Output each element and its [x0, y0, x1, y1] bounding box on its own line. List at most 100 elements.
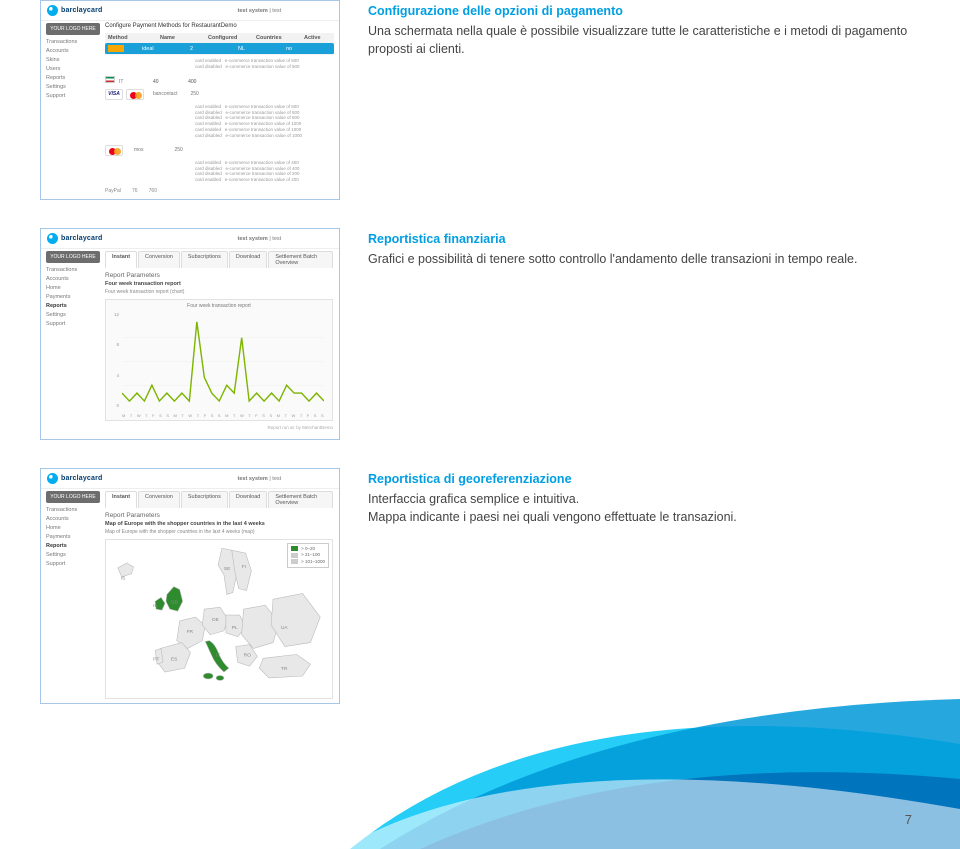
- x-axis: MTWTFSS MTWTFSS MTWTFSS MTWTFSS: [122, 413, 324, 418]
- svg-text:IT: IT: [216, 652, 220, 658]
- config-lines: card enabled e-commerce transaction valu…: [195, 160, 334, 183]
- section-financial-reporting: barclaycard test system | test YOUR LOGO…: [40, 228, 920, 440]
- table-row[interactable]: ideal2NLno: [105, 43, 334, 55]
- visa-icon: VISA: [105, 89, 123, 100]
- nav-item[interactable]: Support: [46, 321, 100, 327]
- svg-text:SE: SE: [224, 566, 231, 572]
- report-subtitle: Four week transaction report (chart): [105, 289, 333, 295]
- nav-item[interactable]: Support: [46, 561, 100, 567]
- th: Method: [108, 35, 142, 41]
- nav-item[interactable]: Settings: [46, 84, 100, 90]
- card-logos: VISA bancontact 250: [105, 89, 334, 100]
- section-geo-reporting: barclaycard test system | test YOUR LOGO…: [40, 468, 920, 704]
- nav-item[interactable]: Settings: [46, 552, 100, 558]
- nav-item[interactable]: Payments: [46, 294, 100, 300]
- report-title: Four week transaction report: [105, 281, 333, 287]
- env-label: test system | test: [238, 236, 282, 242]
- chart-title: Four week transaction report: [106, 303, 332, 309]
- row-paypal: PayPal 76 760: [105, 188, 334, 194]
- tab-download[interactable]: Download: [229, 251, 267, 268]
- svg-text:TR: TR: [281, 666, 288, 672]
- nav-item[interactable]: Accounts: [46, 276, 100, 282]
- svg-text:FI: FI: [242, 564, 246, 570]
- th: Countries: [256, 35, 286, 41]
- svg-text:PL: PL: [232, 625, 238, 631]
- chart-panel: Instant Conversion Subscriptions Downloa…: [105, 251, 333, 430]
- report-parameters-label: Report Parameters: [105, 272, 333, 279]
- nav-item[interactable]: Users: [46, 66, 100, 72]
- env-label: test system | test: [238, 8, 282, 14]
- tab-subscriptions[interactable]: Subscriptions: [181, 251, 228, 268]
- card-logos: mos 250: [105, 145, 334, 156]
- svg-text:PT: PT: [153, 656, 159, 662]
- config-lines: card enabled e-commerce transaction valu…: [195, 104, 334, 139]
- thumbnail-map: barclaycard test system | test YOUR LOGO…: [40, 468, 340, 704]
- tab-conversion[interactable]: Conversion: [138, 251, 180, 268]
- row-group-visa: IT 40 400: [105, 76, 334, 85]
- barclaycard-logo: barclaycard: [47, 233, 103, 244]
- svg-text:ES: ES: [171, 656, 178, 662]
- section-description: Reportistica finanziaria Grafici e possi…: [368, 228, 920, 268]
- logo-placeholder: YOUR LOGO HERE: [46, 23, 100, 35]
- chart-svg: [122, 314, 324, 409]
- barclaycard-icon: [47, 5, 58, 16]
- nav-item[interactable]: Reports: [46, 303, 100, 309]
- brand-name: barclaycard: [61, 7, 103, 14]
- nav-item[interactable]: Support: [46, 93, 100, 99]
- nav-item[interactable]: Skins: [46, 57, 100, 63]
- thumbnail-payment-methods: barclaycard test system | test YOUR LOGO…: [40, 0, 340, 200]
- tab-download[interactable]: Download: [229, 491, 267, 508]
- y-axis: 12840: [109, 312, 119, 408]
- barclaycard-icon: [47, 473, 58, 484]
- tab-conversion[interactable]: Conversion: [138, 491, 180, 508]
- nav-item[interactable]: Settings: [46, 312, 100, 318]
- report-title: Map of Europe with the shopper countries…: [105, 521, 333, 527]
- nav-item[interactable]: Transactions: [46, 267, 100, 273]
- tab-settlement[interactable]: Settlement Batch Overview: [268, 491, 333, 508]
- tab-subscriptions[interactable]: Subscriptions: [181, 491, 228, 508]
- mastercard-icon: [105, 145, 123, 156]
- th: Name: [160, 35, 190, 41]
- table-header-row: Method Name Configured Countries Active: [105, 33, 334, 43]
- nav-item[interactable]: Accounts: [46, 516, 100, 522]
- logo-row: barclaycard test system | test: [41, 1, 339, 21]
- tabs: Instant Conversion Subscriptions Downloa…: [105, 251, 333, 268]
- report-parameters-label: Report Parameters: [105, 512, 333, 519]
- section-body: Una schermata nella quale è possibile vi…: [368, 22, 920, 58]
- svg-text:RO: RO: [244, 652, 252, 658]
- tabs: Instant Conversion Subscriptions Downloa…: [105, 491, 333, 508]
- nav-item[interactable]: Payments: [46, 534, 100, 540]
- thumbnail-line-chart: barclaycard test system | test YOUR LOGO…: [40, 228, 340, 440]
- report-footer: Report run at: by MerchantDemo: [105, 425, 333, 430]
- nav-item[interactable]: Home: [46, 285, 100, 291]
- map-panel: Instant Conversion Subscriptions Downloa…: [105, 491, 333, 699]
- nav-item[interactable]: Transactions: [46, 39, 100, 45]
- nav-item[interactable]: Accounts: [46, 48, 100, 54]
- brand-name: barclaycard: [61, 235, 103, 242]
- europe-map: IS SE FI GB IE FR ES PT DE PL IT UA: [105, 539, 333, 699]
- section-description: Configurazione delle opzioni di pagament…: [368, 0, 920, 58]
- sidebar: YOUR LOGO HERE Transactions Accounts Hom…: [46, 491, 100, 570]
- tab-settlement[interactable]: Settlement Batch Overview: [268, 251, 333, 268]
- nav-item[interactable]: Reports: [46, 75, 100, 81]
- page-number: 7: [905, 812, 912, 827]
- sidebar: YOUR LOGO HERE Transactions Accounts Ski…: [46, 23, 100, 102]
- nav-item[interactable]: Home: [46, 525, 100, 531]
- tab-instant[interactable]: Instant: [105, 251, 137, 268]
- nav-item[interactable]: Transactions: [46, 507, 100, 513]
- barclaycard-logo: barclaycard: [47, 5, 103, 16]
- barclaycard-icon: [47, 233, 58, 244]
- page: barclaycard test system | test YOUR LOGO…: [0, 0, 960, 849]
- svg-text:FR: FR: [187, 629, 194, 635]
- sidebar: YOUR LOGO HERE Transactions Accounts Hom…: [46, 251, 100, 330]
- section-body: Interfaccia grafica semplice e intuitiva…: [368, 490, 920, 508]
- section-title: Reportistica di georeferenziazione: [368, 470, 920, 488]
- section-title: Configurazione delle opzioni di pagament…: [368, 2, 920, 20]
- mastercard-icon: [126, 89, 144, 100]
- logo-row: barclaycard test system | test: [41, 229, 339, 249]
- svg-text:IS: IS: [121, 576, 126, 582]
- nav-item[interactable]: Reports: [46, 543, 100, 549]
- tab-instant[interactable]: Instant: [105, 491, 137, 508]
- flag-it-icon: [105, 76, 115, 83]
- line-chart: Four week transaction report 12840 MTWTF…: [105, 299, 333, 421]
